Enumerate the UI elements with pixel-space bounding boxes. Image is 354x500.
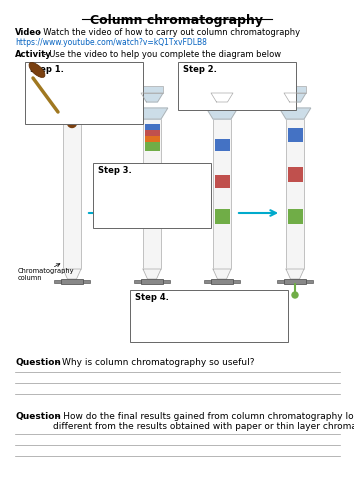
Bar bbox=[141, 86, 163, 93]
Bar bbox=[144, 130, 160, 136]
Text: https://www.youtube.com/watch?v=kQ1TxvFDLB8: https://www.youtube.com/watch?v=kQ1TxvFD… bbox=[15, 38, 207, 47]
Bar bbox=[144, 142, 160, 150]
Bar bbox=[287, 128, 303, 141]
Bar bbox=[93, 163, 211, 228]
Bar bbox=[144, 136, 160, 141]
Bar bbox=[286, 119, 304, 269]
Bar bbox=[215, 138, 229, 150]
Bar bbox=[83, 280, 90, 283]
Text: - Why is column chromatography so useful?: - Why is column chromatography so useful… bbox=[53, 358, 255, 367]
Bar bbox=[178, 62, 296, 110]
Bar bbox=[284, 279, 306, 284]
Bar bbox=[61, 279, 83, 284]
Text: Step 1.: Step 1. bbox=[30, 65, 64, 74]
Text: Step 3.: Step 3. bbox=[98, 166, 132, 175]
Bar bbox=[277, 280, 284, 283]
Polygon shape bbox=[286, 269, 304, 279]
Bar bbox=[233, 280, 240, 283]
Ellipse shape bbox=[29, 62, 45, 78]
Polygon shape bbox=[63, 269, 81, 279]
Bar bbox=[211, 86, 233, 93]
Text: - Use the video to help you complete the diagram below: - Use the video to help you complete the… bbox=[41, 50, 281, 59]
Polygon shape bbox=[279, 108, 311, 119]
Polygon shape bbox=[143, 269, 161, 279]
Bar bbox=[25, 62, 143, 124]
Bar bbox=[144, 124, 160, 130]
Polygon shape bbox=[211, 93, 233, 102]
Bar bbox=[284, 86, 306, 93]
Bar bbox=[143, 119, 161, 269]
Text: Step 4.: Step 4. bbox=[135, 293, 169, 302]
Polygon shape bbox=[141, 93, 163, 102]
Bar bbox=[211, 279, 233, 284]
Polygon shape bbox=[206, 108, 238, 119]
Bar bbox=[213, 119, 231, 269]
Text: - Watch the video of how to carry out column chromatography: - Watch the video of how to carry out co… bbox=[35, 28, 300, 37]
Polygon shape bbox=[136, 108, 168, 119]
Text: Step 2.: Step 2. bbox=[183, 65, 217, 74]
Bar bbox=[134, 280, 141, 283]
Circle shape bbox=[68, 118, 76, 128]
Polygon shape bbox=[56, 108, 88, 119]
Text: Question: Question bbox=[15, 412, 61, 421]
Text: Video: Video bbox=[15, 28, 42, 37]
Polygon shape bbox=[213, 269, 231, 279]
Polygon shape bbox=[284, 93, 306, 102]
Bar bbox=[306, 280, 313, 283]
Bar bbox=[54, 280, 61, 283]
Text: – How do the final results gained from column chromatography look
different from: – How do the final results gained from c… bbox=[53, 412, 354, 432]
Bar bbox=[215, 174, 229, 188]
Bar bbox=[141, 279, 163, 284]
Text: Activity: Activity bbox=[15, 50, 52, 59]
Bar bbox=[215, 209, 229, 224]
Bar bbox=[130, 290, 288, 342]
Text: Column chromatography: Column chromatography bbox=[91, 14, 263, 27]
Text: Question: Question bbox=[15, 358, 61, 367]
Circle shape bbox=[292, 292, 298, 298]
Bar bbox=[63, 119, 81, 269]
Text: Chromatography
column: Chromatography column bbox=[18, 268, 74, 281]
Bar bbox=[287, 209, 303, 224]
Bar bbox=[287, 167, 303, 182]
Bar bbox=[163, 280, 170, 283]
Bar bbox=[204, 280, 211, 283]
